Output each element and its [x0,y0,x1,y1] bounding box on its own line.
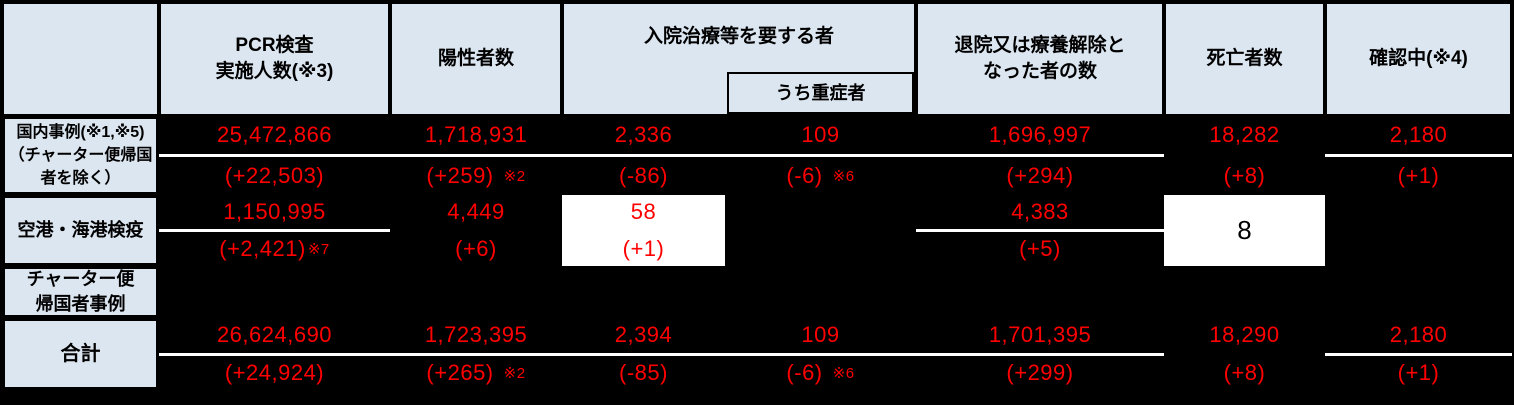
domestic-hospitalized-value: 2,336 [614,122,673,147]
row-label-domestic: 国内事例(※1,※5) （チャーター便帰国 者を除く） [2,116,159,195]
total-positive-change: (+265) ※2 [426,359,526,385]
corner-cell [2,2,159,116]
total-deaths-change: (+8) [1223,359,1266,385]
total-discharged-value: 1,701,395 [988,322,1092,348]
header-pcr-tests: PCR検査 実施人数(※3) [159,2,390,116]
footnote-mark: ※6 [832,168,855,185]
quarantine-pcr-change: (+2,421) ※7 [219,236,330,261]
total-confirming-change: (+1) [1397,359,1440,385]
cell-quarantine-confirming-empty [1325,195,1512,266]
cell-total-severe: 109 (-6) ※6 [725,318,916,390]
domestic-pcr-value: 25,472,866 [216,122,333,147]
footnote-mark: ※6 [832,364,855,382]
cell-domestic-deaths: 18,282 (+8) [1164,116,1325,195]
domestic-hospitalized-change: (-86) [619,163,668,188]
total-hospitalized-value: 2,394 [614,322,673,348]
domestic-deaths-change: (+8) [1223,163,1266,188]
divider-line [390,352,562,356]
header-confirming: 確認中(※4) [1325,2,1512,116]
cell-quarantine-severe-empty [725,195,916,266]
header-deaths: 死亡者数 [1164,2,1325,116]
total-pcr-change: (+24,924) [224,359,325,385]
cell-total-hospitalized: 2,394 (-85) [562,318,725,390]
row-label-charter: チャーター便 帰国者事例 [2,266,159,318]
divider-line [916,229,1164,232]
footnote-mark: ※2 [503,364,526,382]
domestic-discharged-change: (+294) [1006,163,1074,188]
divider-line [916,154,1164,157]
total-severe-change: (-6) ※6 [786,359,855,385]
quarantine-positive-change: (+6) [455,236,497,261]
divider-line [159,229,390,232]
total-severe-value: 109 [801,322,840,348]
cell-domestic-confirming: 2,180 (+1) [1325,116,1512,195]
domestic-severe-value: 109 [801,122,840,147]
divider-line [1325,352,1512,356]
divider-line [390,154,562,157]
footnote-mark: ※2 [503,168,526,185]
cell-total-confirming: 2,180 (+1) [1325,318,1512,390]
footnote-mark: ※7 [307,241,330,258]
cell-domestic-discharged: 1,696,997 (+294) [916,116,1164,195]
total-hospitalized-change: (-85) [619,359,668,385]
cell-quarantine-positive: 4,449 (+6) [390,195,562,266]
domestic-positive-change: (+259) ※2 [426,163,526,188]
domestic-positive-value: 1,718,931 [424,122,528,147]
cell-quarantine-pcr: 1,150,995 (+2,421) ※7 [159,195,390,266]
total-deaths-value: 18,290 [1209,322,1280,348]
quarantine-discharged-change: (+5) [1019,236,1061,261]
divider-line [725,352,916,356]
cell-domestic-severe: 109 (-6) ※6 [725,116,916,195]
header-severe-subcell: うち重症者 [727,72,914,114]
total-positive-value: 1,723,395 [424,322,528,348]
divider-line [562,154,725,157]
domestic-deaths-value: 18,282 [1209,122,1280,147]
domestic-discharged-value: 1,696,997 [988,122,1092,147]
quarantine-hospitalized-change: (+1) [622,236,665,261]
divider-line [916,352,1164,356]
domestic-confirming-value: 2,180 [1389,122,1448,147]
divider-line [159,352,390,356]
bottom-border-strip [2,390,1512,403]
header-discharged: 退院又は療養解除と なった者の数 [916,2,1164,116]
domestic-confirming-change: (+1) [1397,163,1440,188]
cell-quarantine-deaths-callout: 8 [1164,195,1325,266]
cell-domestic-pcr: 25,472,866 (+22,503) [159,116,390,195]
row-label-total: 合計 [2,318,159,390]
cell-quarantine-discharged: 4,383 (+5) [916,195,1164,266]
cell-quarantine-hospitalized-callout: 58 (+1) [562,195,725,266]
total-confirming-value: 2,180 [1389,322,1448,348]
row-label-quarantine: 空港・海港検疫 [2,195,159,266]
quarantine-discharged-value: 4,383 [1011,199,1069,224]
divider-line [562,352,725,356]
quarantine-pcr-value: 1,150,995 [223,199,326,224]
quarantine-positive-value: 4,449 [447,199,505,224]
total-pcr-value: 26,624,690 [216,322,333,348]
cell-total-deaths: 18,290 (+8) [1164,318,1325,390]
cell-domestic-positive: 1,718,931 (+259) ※2 [390,116,562,195]
divider-line [1325,154,1512,157]
quarantine-deaths-value: 8 [1237,215,1252,245]
cell-domestic-hospitalized: 2,336 (-86) [562,116,725,195]
cell-total-positive: 1,723,395 (+265) ※2 [390,318,562,390]
total-discharged-change: (+299) [1006,359,1074,385]
cell-total-discharged: 1,701,395 (+299) [916,318,1164,390]
domestic-pcr-change: (+22,503) [224,163,325,188]
divider-line [725,154,916,157]
header-hospitalized-title: 入院治療等を要する者 [643,26,834,48]
quarantine-hospitalized-value: 58 [630,199,657,224]
header-hospitalized-group: 入院治療等を要する者 うち重症者 [562,2,916,116]
divider-line [159,154,390,157]
header-positive-cases: 陽性者数 [390,2,562,116]
domestic-severe-change: (-6) ※6 [786,163,855,188]
cell-charter-empty-row [159,266,1512,318]
cell-total-pcr: 26,624,690 (+24,924) [159,318,390,390]
